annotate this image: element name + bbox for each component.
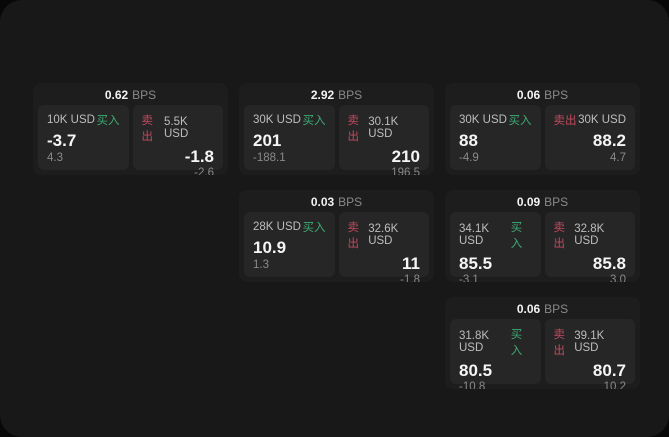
bps-unit-label: BPS [132,88,157,102]
quote-panels: 10K USD 买入 -3.7 4.3 卖出 5.5K USD -1.8 -2.… [33,105,228,175]
buy-price: 88 [459,131,478,150]
sell-amount: 32.6K USD [368,223,399,247]
bps-spread-value: 0.06 [516,88,541,102]
card-header: 0.09 BPS [445,190,640,212]
buy-side-label: 买入 [510,329,523,357]
sell-amount: 30.1K USD [368,116,399,140]
quote-card: 2.92 BPS 30K USD 买入 201 -188.1 卖出 30.1K … [239,83,434,175]
sell-delta: -1.8 [400,273,420,282]
bps-unit-label: BPS [338,195,363,209]
buy-amount: 30K USD [459,114,507,126]
sell-quote-panel[interactable]: 卖出 39.1K USD 80.7 10.2 [544,319,635,389]
buy-quote-panel[interactable]: 30K USD 买入 88 -4.9 [450,105,541,170]
buy-price: 201 [253,131,282,150]
buy-amount: 34.1K USD [459,223,490,247]
bps-unit-label: BPS [544,88,569,102]
buy-side-label: 买入 [302,115,326,127]
sell-quote-panel[interactable]: 卖出 30K USD 88.2 4.7 [544,105,635,170]
quote-card: 0.62 BPS 10K USD 买入 -3.7 4.3 卖出 5.5K USD… [33,83,228,175]
card-header: 0.06 BPS [445,297,640,319]
buy-delta: -3.1 [459,273,479,282]
buy-side-label: 买入 [96,115,120,127]
buy-delta: -4.9 [459,152,479,164]
sell-side-label: 卖出 [347,222,360,250]
bps-unit-label: BPS [338,88,363,102]
card-header: 2.92 BPS [239,83,434,105]
quote-card: 0.06 BPS 31.8K USD 买入 80.5 -10.8 卖出 39.1… [445,297,640,389]
quote-card: 0.09 BPS 34.1K USD 买入 85.5 -3.1 卖出 32.8K… [445,190,640,282]
sell-price: 210 [391,147,420,166]
sell-delta: 4.7 [610,152,626,164]
bps-spread-value: 2.92 [310,88,335,102]
buy-amount: 10K USD [47,114,95,126]
buy-quote-panel[interactable]: 31.8K USD 买入 80.5 -10.8 [450,319,541,389]
buy-side-label: 买入 [508,115,532,127]
sell-amount: 32.8K USD [574,223,605,247]
quote-panels: 31.8K USD 买入 80.5 -10.8 卖出 39.1K USD 80.… [445,319,640,389]
sell-delta: 196.5 [391,166,420,175]
quote-card: 0.06 BPS 30K USD 买入 88 -4.9 卖出 30K USD 8… [445,83,640,175]
sell-quote-panel[interactable]: 卖出 32.8K USD 85.8 3.0 [544,212,635,282]
card-header: 0.06 BPS [445,83,640,105]
bps-spread-value: 0.03 [310,195,335,209]
bps-spread-value: 0.62 [104,88,129,102]
buy-quote-panel[interactable]: 30K USD 买入 201 -188.1 [244,105,335,170]
sell-price: 85.8 [592,254,626,273]
sell-amount: 30K USD [578,114,626,126]
buy-delta: -188.1 [253,152,286,164]
sell-side-label: 卖出 [141,115,154,143]
card-header: 0.62 BPS [33,83,228,105]
sell-side-label: 卖出 [347,115,360,143]
quote-card: 0.03 BPS 28K USD 买入 10.9 1.3 卖出 32.6K US… [239,190,434,282]
buy-amount: 30K USD [253,114,301,126]
quote-panels: 34.1K USD 买入 85.5 -3.1 卖出 32.8K USD 85.8… [445,212,640,282]
sell-delta: 3.0 [610,273,626,282]
quote-panels: 30K USD 买入 201 -188.1 卖出 30.1K USD 210 1… [239,105,434,175]
sell-price: -1.8 [184,147,214,166]
sell-amount: 39.1K USD [574,330,605,354]
sell-side-label: 卖出 [553,329,566,357]
bps-unit-label: BPS [544,195,569,209]
sell-price: 88.2 [592,131,626,150]
buy-side-label: 买入 [510,222,523,250]
buy-delta: 4.3 [47,152,63,164]
sell-quote-panel[interactable]: 卖出 5.5K USD -1.8 -2.6 [132,105,223,175]
buy-quote-panel[interactable]: 10K USD 买入 -3.7 4.3 [38,105,129,170]
buy-quote-panel[interactable]: 28K USD 买入 10.9 1.3 [244,212,335,277]
buy-price: 10.9 [253,238,287,257]
quote-panels: 28K USD 买入 10.9 1.3 卖出 32.6K USD 11 -1.8 [239,212,434,282]
buy-delta: -10.8 [459,380,486,389]
bps-spread-value: 0.06 [516,302,541,316]
buy-amount: 28K USD [253,221,301,233]
bps-unit-label: BPS [544,302,569,316]
sell-amount: 5.5K USD [163,116,189,140]
quote-panels: 30K USD 买入 88 -4.9 卖出 30K USD 88.2 4.7 [445,105,640,170]
buy-side-label: 买入 [302,222,326,234]
card-header: 0.03 BPS [239,190,434,212]
sell-price: 80.7 [592,361,626,380]
sell-side-label: 卖出 [553,222,566,250]
buy-price: 85.5 [459,254,493,273]
sell-quote-panel[interactable]: 卖出 30.1K USD 210 196.5 [338,105,429,175]
sell-delta: -2.6 [194,166,214,175]
sell-delta: 10.2 [603,380,626,389]
buy-price: 80.5 [459,361,493,380]
sell-quote-panel[interactable]: 卖出 32.6K USD 11 -1.8 [338,212,429,282]
buy-delta: 1.3 [253,259,269,271]
sell-price: 11 [402,254,420,273]
buy-quote-panel[interactable]: 34.1K USD 买入 85.5 -3.1 [450,212,541,282]
buy-amount: 31.8K USD [459,330,490,354]
buy-price: -3.7 [47,131,77,150]
sell-side-label: 卖出 [553,115,577,127]
bps-spread-value: 0.09 [516,195,541,209]
